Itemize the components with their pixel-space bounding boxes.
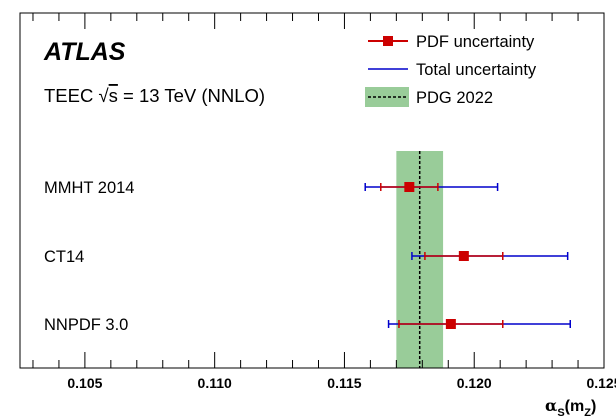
subtitle-prefix: TEEC <box>44 85 98 106</box>
experiment-label: ATLAS <box>43 38 126 66</box>
central-marker <box>458 251 469 261</box>
sqrt-symbol: √ <box>98 85 109 106</box>
series-row: CT14 <box>44 248 569 266</box>
legend-total-label: Total uncertainty <box>416 61 537 79</box>
x-axis-label-paren-sub: Z <box>584 407 591 419</box>
central-marker <box>445 319 456 329</box>
series-label: MMHT 2014 <box>44 179 134 197</box>
x-axis-label-main: α <box>545 396 557 415</box>
legend-pdf-marker <box>383 36 393 46</box>
series-layer: MMHT 2014 CT14 NNPDF 3.0 <box>44 179 572 334</box>
x-tick-label: 0.110 <box>198 375 232 391</box>
subtitle-suffix: = 13 TeV (NNLO) <box>118 85 265 106</box>
x-axis-label-paren-open: (m <box>565 398 585 415</box>
central-marker <box>404 182 415 192</box>
legend-pdf-label: PDF uncertainty <box>416 33 535 51</box>
legend-pdg-band <box>365 87 409 107</box>
series-label: NNPDF 3.0 <box>44 316 128 334</box>
x-tick-label: 0.105 <box>67 375 102 391</box>
x-tick-label: 0.115 <box>327 375 361 391</box>
series-label: CT14 <box>44 248 84 266</box>
sqrt-arg: s <box>109 85 118 106</box>
x-axis-label-sub: S <box>557 407 564 419</box>
x-tick-label: 0.125 <box>586 375 616 391</box>
series-row: NNPDF 3.0 <box>44 316 572 334</box>
x-tick-label: 0.120 <box>457 375 492 391</box>
x-axis-label: αS(mZ) <box>545 396 596 419</box>
series-row: MMHT 2014 <box>44 179 499 197</box>
legend-pdg-label: PDG 2022 <box>416 89 493 107</box>
plot-frame <box>19 12 605 369</box>
pdg-band-layer <box>396 151 444 368</box>
subtitle: TEEC √s = 13 TeV (NNLO) <box>44 85 265 106</box>
x-axis-label-paren-close: ) <box>591 398 596 415</box>
tick-layer: 0.105 0.110 0.115 0.120 0.125 <box>32 13 616 391</box>
legend: PDF uncertainty Total uncertainty PDG 20… <box>365 33 537 107</box>
